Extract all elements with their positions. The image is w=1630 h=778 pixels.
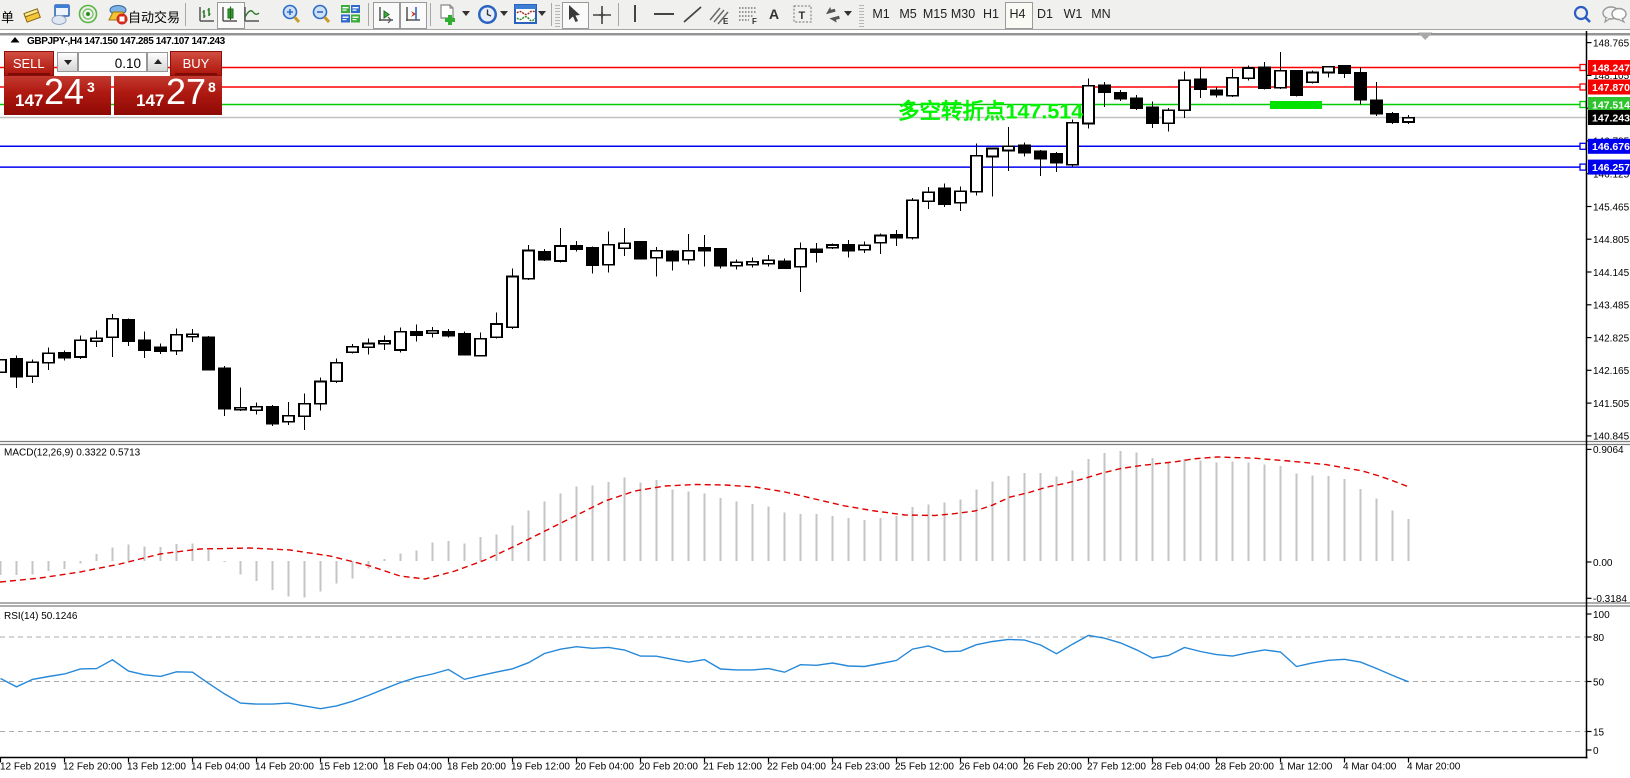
svg-text:19 Feb 12:00: 19 Feb 12:00 (511, 762, 570, 773)
svg-text:141.505: 141.505 (1593, 399, 1630, 410)
svg-text:15: 15 (1593, 727, 1605, 738)
svg-text:RSI(14) 50.1246: RSI(14) 50.1246 (4, 611, 78, 622)
svg-text:143.485: 143.485 (1593, 301, 1630, 312)
svg-text:148.105: 148.105 (1593, 71, 1630, 82)
svg-text:147.514: 147.514 (1592, 99, 1630, 111)
svg-text:142.825: 142.825 (1593, 333, 1630, 344)
svg-text:148.247: 148.247 (1592, 62, 1630, 74)
svg-text:25 Feb 12:00: 25 Feb 12:00 (895, 762, 954, 773)
svg-text:144.145: 144.145 (1593, 268, 1630, 279)
svg-text:24 Feb 23:00: 24 Feb 23:00 (831, 762, 890, 773)
svg-text:20 Feb 20:00: 20 Feb 20:00 (639, 762, 698, 773)
svg-text:1 Mar 12:00: 1 Mar 12:00 (1279, 762, 1333, 773)
svg-text:148.765: 148.765 (1593, 38, 1630, 49)
svg-text:100: 100 (1593, 610, 1610, 621)
svg-text:140.845: 140.845 (1593, 432, 1630, 443)
svg-text:12 Feb 20:00: 12 Feb 20:00 (63, 762, 122, 773)
svg-text:-0.3184: -0.3184 (1593, 594, 1627, 605)
svg-text:146.676: 146.676 (1592, 141, 1630, 153)
svg-text:E: E (723, 17, 729, 25)
svg-text:28 Feb 20:00: 28 Feb 20:00 (1215, 762, 1274, 773)
svg-text:F: F (752, 17, 757, 25)
svg-text:26 Feb 04:00: 26 Feb 04:00 (959, 762, 1018, 773)
svg-text:12 Feb 2019: 12 Feb 2019 (0, 762, 57, 773)
svg-text:142.165: 142.165 (1593, 366, 1630, 377)
svg-text:147.870: 147.870 (1592, 82, 1630, 94)
svg-text:147.243: 147.243 (1592, 112, 1630, 124)
svg-text:80: 80 (1593, 633, 1605, 644)
svg-text:20 Feb 04:00: 20 Feb 04:00 (575, 762, 634, 773)
svg-text:0.00: 0.00 (1593, 558, 1613, 569)
svg-text:14 Feb 20:00: 14 Feb 20:00 (255, 762, 314, 773)
svg-text:0.9064: 0.9064 (1593, 445, 1624, 456)
svg-text:18 Feb 04:00: 18 Feb 04:00 (383, 762, 442, 773)
svg-text:18 Feb 20:00: 18 Feb 20:00 (447, 762, 506, 773)
svg-text:0: 0 (1593, 746, 1599, 757)
svg-text:4 Mar 04:00: 4 Mar 04:00 (1343, 762, 1397, 773)
svg-text:145.465: 145.465 (1593, 202, 1630, 213)
svg-text:GBPJPY-,H4 147.150 147.285 14: GBPJPY-,H4 147.150 147.285 147.107 147.2… (27, 36, 226, 47)
svg-text:27 Feb 12:00: 27 Feb 12:00 (1087, 762, 1146, 773)
svg-text:50: 50 (1593, 677, 1605, 688)
svg-text:21 Feb 12:00: 21 Feb 12:00 (703, 762, 762, 773)
svg-text:146.257: 146.257 (1592, 162, 1630, 174)
svg-text:多空转折点147.514: 多空转折点147.514 (898, 99, 1083, 124)
svg-text:13 Feb 12:00: 13 Feb 12:00 (127, 762, 186, 773)
svg-text:15 Feb 12:00: 15 Feb 12:00 (319, 762, 378, 773)
svg-text:4 Mar 20:00: 4 Mar 20:00 (1407, 762, 1461, 773)
svg-text:26 Feb 20:00: 26 Feb 20:00 (1023, 762, 1082, 773)
svg-text:14 Feb 04:00: 14 Feb 04:00 (191, 762, 250, 773)
svg-text:28 Feb 04:00: 28 Feb 04:00 (1151, 762, 1210, 773)
svg-text:MACD(12,26,9) 0.3322 0.5713: MACD(12,26,9) 0.3322 0.5713 (4, 448, 141, 459)
svg-text:146.125: 146.125 (1593, 170, 1630, 181)
svg-text:144.805: 144.805 (1593, 235, 1630, 246)
svg-text:22 Feb 04:00: 22 Feb 04:00 (767, 762, 826, 773)
svg-text:T: T (799, 10, 806, 22)
